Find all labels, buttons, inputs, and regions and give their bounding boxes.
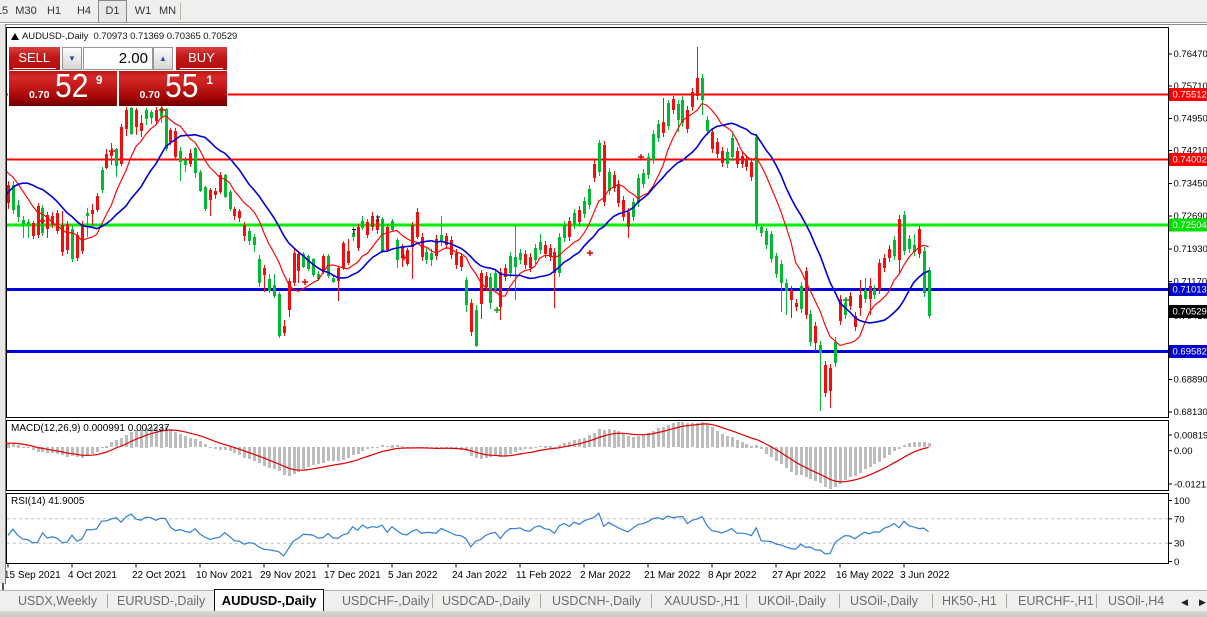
svg-text:17 Dec 2021: 17 Dec 2021	[324, 570, 381, 581]
svg-text:0.71930: 0.71930	[1174, 244, 1207, 255]
svg-text:8 Apr 2022: 8 Apr 2022	[708, 570, 757, 581]
svg-text:10 Nov 2021: 10 Nov 2021	[196, 570, 253, 581]
svg-text:MACD(12,26,9) 0.000991 0.00223: MACD(12,26,9) 0.000991 0.002237	[11, 423, 170, 434]
svg-text:RSI(14) 41.9005: RSI(14) 41.9005	[11, 496, 85, 507]
svg-text:11 Feb 2022: 11 Feb 2022	[516, 570, 572, 581]
svg-text:30: 30	[1174, 539, 1185, 550]
svg-text:27 Apr 2022: 27 Apr 2022	[772, 570, 826, 581]
svg-text:0: 0	[1174, 557, 1179, 568]
svg-text:2 Mar 2022: 2 Mar 2022	[580, 570, 631, 581]
svg-text:3 Jun 2022: 3 Jun 2022	[900, 570, 950, 581]
svg-text:0.71013: 0.71013	[1173, 285, 1207, 296]
svg-text:-0.01212: -0.01212	[1174, 480, 1207, 491]
svg-text:22 Oct 2021: 22 Oct 2021	[132, 570, 187, 581]
svg-text:0.73450: 0.73450	[1174, 179, 1207, 190]
svg-text:0.74210: 0.74210	[1174, 146, 1207, 157]
svg-text:0.00: 0.00	[1174, 446, 1193, 457]
svg-text:0.71170: 0.71170	[1174, 277, 1207, 288]
svg-text:0.75512: 0.75512	[1173, 90, 1207, 101]
svg-text:0.72690: 0.72690	[1174, 211, 1207, 222]
svg-text:16 May 2022: 16 May 2022	[836, 570, 894, 581]
svg-text:0.70529: 0.70529	[1173, 307, 1207, 318]
svg-text:0.74950: 0.74950	[1174, 114, 1207, 125]
svg-text:0.68130: 0.68130	[1174, 407, 1207, 418]
svg-text:24 Jan 2022: 24 Jan 2022	[452, 570, 507, 581]
svg-text:100: 100	[1174, 496, 1190, 507]
svg-text:0.74002: 0.74002	[1173, 155, 1207, 166]
svg-text:0.72504: 0.72504	[1173, 220, 1207, 231]
svg-text:15 Sep 2021: 15 Sep 2021	[4, 570, 61, 581]
svg-text:5 Jan 2022: 5 Jan 2022	[388, 570, 438, 581]
svg-text:21 Mar 2022: 21 Mar 2022	[644, 570, 701, 581]
svg-text:29 Nov 2021: 29 Nov 2021	[260, 570, 317, 581]
svg-text:70: 70	[1174, 514, 1185, 525]
svg-text:0.75710: 0.75710	[1174, 81, 1207, 92]
svg-text:4 Oct 2021: 4 Oct 2021	[68, 570, 117, 581]
svg-text:0.008197: 0.008197	[1174, 431, 1207, 442]
svg-text:0.69582: 0.69582	[1173, 347, 1207, 358]
svg-text:0.76470: 0.76470	[1174, 49, 1207, 60]
svg-text:0.68890: 0.68890	[1174, 375, 1207, 386]
